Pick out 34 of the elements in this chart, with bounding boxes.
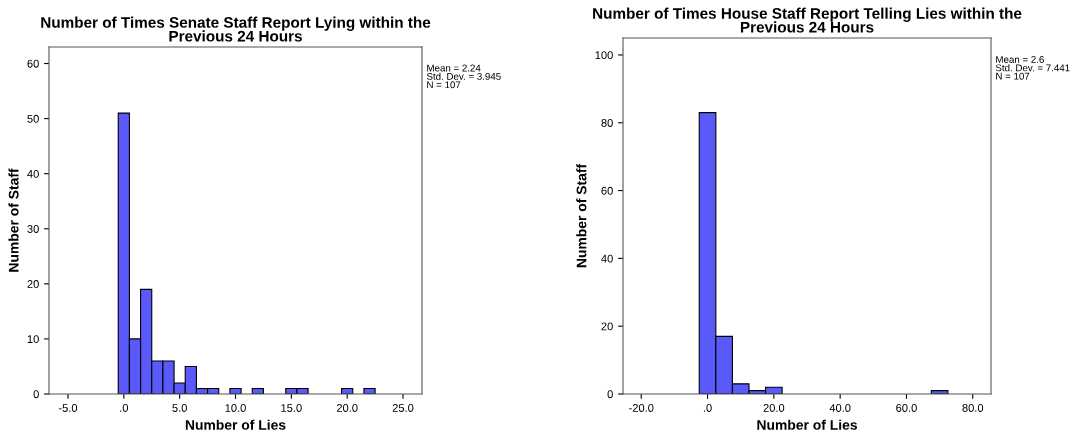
y-tick-label: 80 [601, 119, 613, 127]
chart-title: Number of Times Senate Staff Report Lying within the Previous 24 Hours [41, 16, 431, 42]
x-tick-label: .0 [703, 404, 712, 412]
y-axis-title: Number of Staff [576, 163, 587, 268]
y-tick-label: 0 [33, 390, 39, 399]
x-tick-label: 80.0 [962, 404, 984, 412]
x-tick-label: 5.0 [172, 404, 187, 412]
x-tick-label: .0 [120, 404, 129, 412]
x-tick-label: 20.0 [763, 404, 785, 412]
chart-title: Number of Times House Staff Report Telling Lies within the Previous 24 Hours [593, 7, 1022, 33]
y-tick-label: 0 [607, 390, 613, 399]
x-tick-label: 40.0 [829, 404, 851, 412]
y-tick-label: 40 [27, 169, 39, 178]
y-axis-title: Number of Staff [8, 168, 19, 272]
x-axis-title: Number of Lies [757, 419, 857, 430]
y-tick-label: 20 [601, 322, 613, 331]
y-tick-label: 20 [27, 280, 39, 288]
y-tick-label: 30 [27, 225, 39, 233]
y-tick-label: 10 [27, 335, 39, 344]
x-tick-label: 10.0 [225, 404, 246, 412]
text: Mean = 2.6 Std. Dev. = 7.441 N = 107 [995, 56, 1070, 80]
x-tick-label: 20.0 [336, 404, 358, 412]
y-tick-label: 40 [601, 254, 613, 263]
y-tick-label: 100 [595, 51, 613, 60]
x-tick-label: 60.0 [896, 404, 917, 412]
x-axis-title: Number of Lies [185, 419, 286, 430]
text: Mean = 2.24 Std. Dev. = 3.945 N = 107 [426, 64, 501, 89]
y-tick-label: 50 [27, 114, 39, 123]
y-tick-label: 60 [601, 186, 613, 195]
x-tick-label: -5.0 [58, 404, 78, 412]
x-tick-label: 15.0 [281, 404, 302, 412]
x-tick-label: 25.0 [392, 404, 414, 412]
x-tick-label: -20.0 [629, 404, 654, 412]
y-tick-label: 60 [27, 59, 39, 68]
